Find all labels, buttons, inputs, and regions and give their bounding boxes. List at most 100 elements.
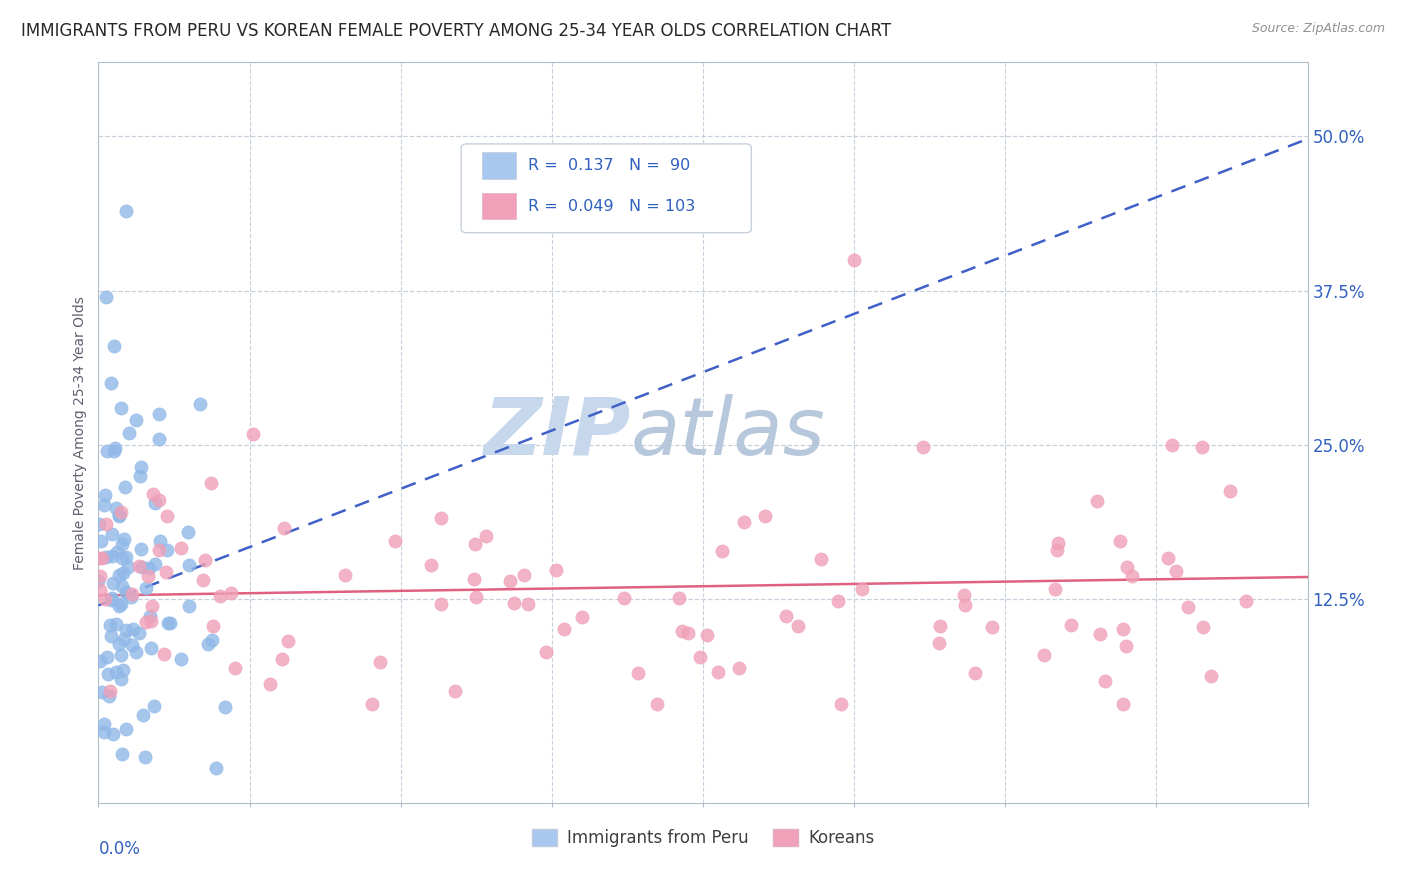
Point <box>89 517 111 532</box>
Point <box>114 203 136 218</box>
Point <box>224 661 246 675</box>
Point <box>1191 441 1213 455</box>
Point <box>463 572 485 586</box>
Point <box>107 599 129 613</box>
Point <box>953 599 976 613</box>
Point <box>787 619 810 633</box>
Point <box>242 427 264 442</box>
Point <box>627 666 650 681</box>
Point <box>419 558 441 573</box>
Point <box>143 557 166 571</box>
Point <box>1191 620 1213 634</box>
Point <box>105 617 128 632</box>
Point <box>111 747 134 761</box>
Text: R =  0.137   N =  90: R = 0.137 N = 90 <box>527 158 690 173</box>
Point <box>87 574 110 588</box>
Point <box>136 569 159 583</box>
Point <box>89 654 111 668</box>
Point <box>111 537 134 551</box>
Point <box>101 549 124 564</box>
Point <box>727 660 749 674</box>
Point <box>105 545 128 559</box>
Point <box>259 677 281 691</box>
Point <box>696 628 718 642</box>
Point <box>111 566 134 581</box>
Point <box>156 508 179 523</box>
Point <box>115 624 138 638</box>
Point <box>1234 593 1257 607</box>
Point <box>671 624 693 639</box>
Point <box>429 511 451 525</box>
Point <box>430 598 453 612</box>
Point <box>194 553 217 567</box>
FancyBboxPatch shape <box>461 144 751 233</box>
Point <box>1112 622 1135 636</box>
Point <box>103 339 125 353</box>
Point <box>827 594 849 608</box>
Point <box>177 524 200 539</box>
Point <box>1043 582 1066 596</box>
Point <box>135 615 157 629</box>
Point <box>110 401 132 415</box>
Point <box>93 716 115 731</box>
Point <box>104 500 127 515</box>
Point <box>94 488 117 502</box>
Point <box>138 609 160 624</box>
Point <box>928 636 950 650</box>
Point <box>1046 543 1069 558</box>
Point <box>1219 483 1241 498</box>
Point <box>188 397 211 411</box>
Point <box>96 650 118 665</box>
Point <box>110 505 132 519</box>
Point <box>100 593 122 607</box>
Point <box>132 707 155 722</box>
Point <box>179 599 201 613</box>
Point <box>108 567 131 582</box>
Point <box>101 576 124 591</box>
Point <box>1121 569 1143 583</box>
Point <box>110 648 132 663</box>
Point <box>1047 536 1070 550</box>
Point <box>502 596 524 610</box>
Point <box>844 252 866 267</box>
Point <box>117 559 139 574</box>
Point <box>110 673 132 687</box>
Legend: Immigrants from Peru, Koreans: Immigrants from Peru, Koreans <box>524 822 882 854</box>
Point <box>112 632 135 646</box>
Point <box>953 588 976 602</box>
Point <box>1032 648 1054 663</box>
Point <box>706 665 728 679</box>
Point <box>368 656 391 670</box>
Point <box>148 407 170 421</box>
Point <box>103 726 125 740</box>
Point <box>546 563 568 577</box>
Point <box>911 440 934 454</box>
Point <box>90 533 112 548</box>
Point <box>107 508 129 522</box>
Point <box>851 582 873 596</box>
Point <box>89 582 111 597</box>
Point <box>534 645 557 659</box>
Point <box>360 697 382 711</box>
Point <box>929 619 952 633</box>
Point <box>277 634 299 648</box>
Point <box>1060 617 1083 632</box>
Point <box>96 443 118 458</box>
Point <box>148 543 170 558</box>
Point <box>676 626 699 640</box>
Point <box>104 665 127 680</box>
Point <box>517 597 540 611</box>
Point <box>156 616 179 631</box>
Point <box>201 632 224 647</box>
Point <box>149 534 172 549</box>
Point <box>107 637 129 651</box>
Text: ZIP: ZIP <box>484 393 630 472</box>
Point <box>142 487 165 501</box>
Text: R =  0.049   N = 103: R = 0.049 N = 103 <box>527 199 695 214</box>
Point <box>121 587 143 601</box>
Point <box>193 573 215 587</box>
Point <box>139 641 162 656</box>
Point <box>170 652 193 666</box>
Point <box>668 591 690 605</box>
Point <box>197 637 219 651</box>
